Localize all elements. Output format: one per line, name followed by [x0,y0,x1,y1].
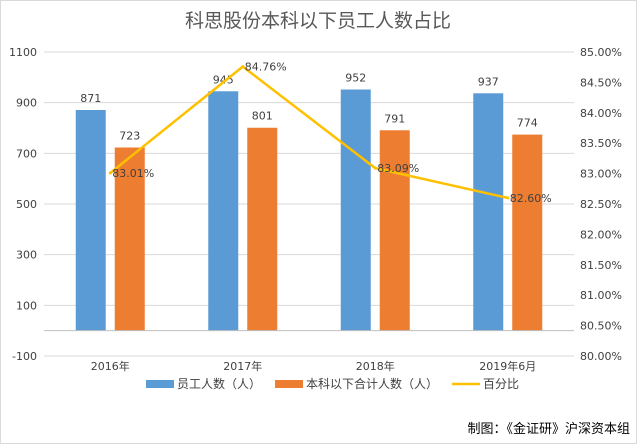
y-right-tick-label: 82.50% [580,198,622,211]
y-axis-right: 80.00% 80.50% 81.00% 81.50% 82.00% 82.50% 83.0… [580,46,622,363]
y-right-tick-label: 81.50% [580,259,622,272]
y-left-tick-label: 300 [16,249,37,262]
bar [247,127,278,331]
x-tick-label: 2019年6月 [479,359,536,373]
bar-value-label: 871 [80,92,101,105]
legend-label: 本科以下合计人数（人） [306,376,438,391]
y-left-tick-label: 900 [16,97,37,110]
legend: 员工人数（人） 本科以下合计人数（人） 百分比 [146,376,519,391]
y-axis-left: -100 100 300 500 700 900 1100 [9,46,37,363]
line-value-label: 82.60% [510,192,552,205]
bar-value-label: 801 [252,110,273,123]
legend-swatch [146,380,174,388]
y-right-tick-label: 81.00% [580,289,622,302]
bar-value-label: 774 [517,117,538,130]
bar-value-label: 791 [384,112,405,125]
line-point [506,196,510,200]
y-left-tick-label: 700 [16,147,37,160]
line-point [108,171,112,175]
bar [379,130,410,331]
bar-value-label: 937 [478,75,499,88]
line-point [241,65,245,69]
y-right-tick-label: 82.00% [580,228,622,241]
line-value-label: 84.76% [245,61,287,74]
x-axis: 2016年 2017年 2018年 2019年6月 [44,330,574,373]
bar [208,91,239,331]
y-right-tick-label: 85.00% [580,46,622,59]
y-right-tick-label: 83.50% [580,137,622,150]
y-left-tick-label: 100 [16,299,37,312]
x-tick-label: 2016年 [91,359,130,373]
line-path [109,65,509,200]
y-left-tick-label: 1100 [9,46,37,59]
chart-title: 科思股份本科以下员工人数占比 [185,10,451,32]
bar-value-label: 723 [119,130,140,143]
bar [114,147,145,331]
bar [473,93,504,331]
line-value-label: 83.01% [112,167,154,180]
line-point [373,166,377,170]
bar [340,89,371,331]
bar [75,110,106,331]
x-tick-label: 2017年 [223,359,262,373]
y-right-tick-label: 84.50% [580,76,622,89]
x-tick-label: 2018年 [356,359,395,373]
legend-swatch [275,380,304,388]
y-right-tick-label: 80.00% [580,350,622,363]
line-value-label: 83.09% [377,162,419,175]
line-series: 83.01% 84.76% 83.09% 82.60% [108,61,552,205]
legend-label: 百分比 [483,377,519,391]
y-right-tick-label: 83.00% [580,168,622,181]
bar-value-label: 952 [345,71,366,84]
y-right-tick-label: 80.50% [580,320,622,333]
credit-text: 制图：《金证研》沪深资本组 [467,421,630,437]
legend-label: 员工人数（人） [177,376,261,391]
y-left-tick-label: 500 [16,198,37,211]
bar [512,134,543,331]
y-right-tick-label: 84.00% [580,107,622,120]
y-left-tick-label: -100 [12,350,37,363]
